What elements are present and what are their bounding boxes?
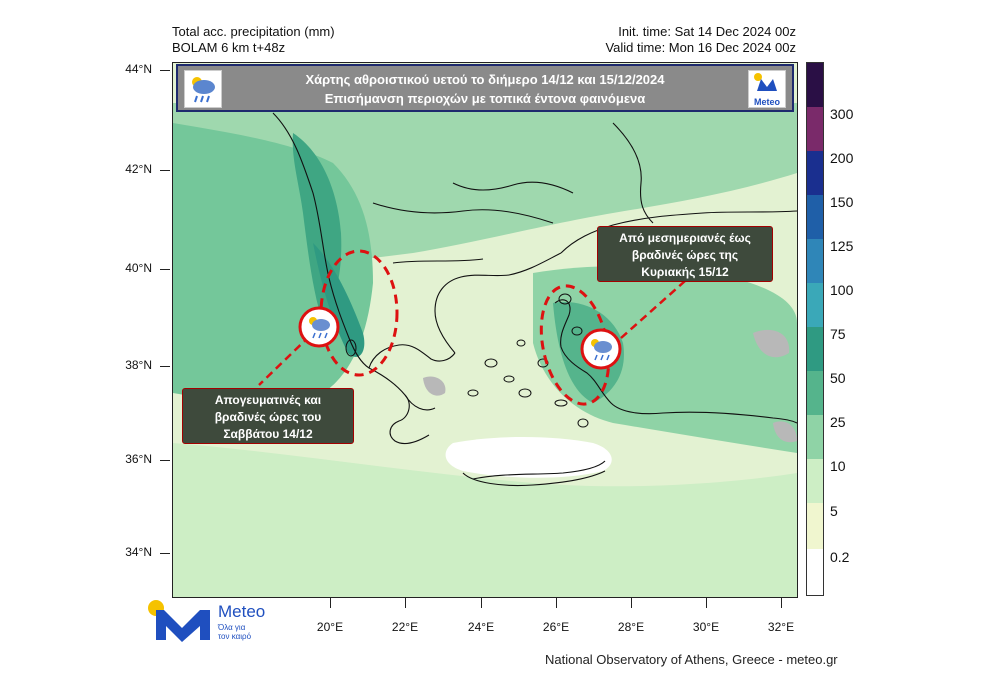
lat-tick [160, 366, 170, 367]
precip-ionian-core [313, 243, 365, 357]
callout-saturday: Απογευματινές και βραδινές ώρες του Σαββ… [182, 388, 354, 444]
meteo-footer-logo: Meteo Όλα για τον καιρό [146, 598, 276, 644]
colorbar-label: 150 [830, 194, 854, 210]
variable-title: Total acc. precipitation (mm) [172, 24, 335, 39]
lon-label: 24°E [467, 620, 495, 634]
colorbar-label: 5 [830, 503, 838, 519]
lat-label: 36°N [125, 452, 152, 466]
terrain-patch [753, 329, 790, 358]
lat-tick [160, 170, 170, 171]
footer-tagline-line: Όλα για [218, 623, 246, 632]
meteo-logo-icon: Meteo [748, 70, 786, 108]
lat-tick [160, 269, 170, 270]
lon-label: 32°E [767, 620, 795, 634]
lon-label: 30°E [692, 620, 720, 634]
lat-tick [160, 460, 170, 461]
colorbar-segment [807, 503, 823, 549]
colorbar-label: 125 [830, 238, 854, 254]
banner-subtitle: Επισήμανση περιοχών με τοπικά έντονα φαι… [324, 91, 646, 106]
lat-label: 40°N [125, 261, 152, 275]
rain-cloud-icon [184, 70, 222, 108]
colorbar-label: 0.2 [830, 549, 850, 565]
storm-marker-east [580, 328, 622, 370]
footer-tagline-line: τον καιρό [218, 632, 252, 641]
colorbar-label: 200 [830, 150, 854, 166]
lat-tick [160, 553, 170, 554]
colorbar-segment [807, 195, 823, 239]
precip-south-band [173, 443, 797, 597]
colorbar-segment [807, 415, 823, 459]
map-canvas [173, 63, 797, 597]
colorbar-label: 300 [830, 106, 854, 122]
colorbar-label: 10 [830, 458, 846, 474]
lon-tick [330, 598, 331, 608]
colorbar-segment [807, 459, 823, 503]
lon-tick [631, 598, 632, 608]
footer-logo-text: Meteo [218, 602, 266, 621]
lat-label: 34°N [125, 545, 152, 559]
callout-line: Απογευματινές και [214, 393, 322, 407]
map-banner: Χάρτης αθροιστικού υετού το διήμερο 14/1… [176, 64, 794, 112]
lon-label: 26°E [542, 620, 570, 634]
lon-tick [405, 598, 406, 608]
colorbar [806, 62, 824, 596]
lon-tick [781, 598, 782, 608]
colorbar-segment [807, 63, 823, 107]
terrain-patch [423, 376, 446, 396]
colorbar-segment [807, 327, 823, 371]
dry-area-crete [445, 437, 612, 478]
terrain-patch [773, 421, 797, 443]
meteo-logo-icon [148, 600, 210, 642]
callout-line: Σαββάτου 14/12 [223, 427, 313, 441]
storm-marker-west [298, 306, 340, 348]
coastlines [272, 112, 797, 486]
islands [345, 293, 589, 428]
lon-label: 22°E [391, 620, 419, 634]
credit-text: National Observatory of Athens, Greece -… [545, 652, 838, 667]
highlight-area-west [319, 249, 399, 377]
colorbar-label: 25 [830, 414, 846, 430]
callout-sunday: Από μεσημεριανές έως βραδινές ώρες της Κ… [597, 226, 773, 282]
header-left: Total acc. precipitation (mm) BOLAM 6 km… [172, 24, 335, 56]
meteo-logo-label: Meteo [753, 97, 780, 107]
lat-tick [160, 70, 170, 71]
lat-label: 42°N [125, 162, 152, 176]
callout-line: Κυριακής 15/12 [641, 265, 729, 279]
colorbar-segment [807, 151, 823, 195]
lon-tick [706, 598, 707, 608]
callout-line: βραδινές ώρες της [631, 248, 739, 262]
colorbar-label: 50 [830, 370, 846, 386]
lat-label: 38°N [125, 358, 152, 372]
header-right: Init. time: Sat 14 Dec 2024 00z Valid ti… [560, 24, 796, 56]
lat-label: 44°N [125, 62, 152, 76]
colorbar-segment [807, 107, 823, 151]
leader-line-east [620, 280, 686, 339]
init-time: Init. time: Sat 14 Dec 2024 00z [618, 24, 796, 39]
colorbar-segment [807, 371, 823, 415]
banner-title: Χάρτης αθροιστικού υετού το διήμερο 14/1… [305, 72, 665, 87]
colorbar-segment [807, 283, 823, 327]
footer-logo-tagline: Όλα για τον καιρό [218, 623, 251, 641]
lon-label: 20°E [316, 620, 344, 634]
colorbar-segment [807, 239, 823, 283]
lon-tick [481, 598, 482, 608]
colorbar-segment [807, 549, 823, 595]
callout-line: βραδινές ώρες του [214, 410, 322, 424]
colorbar-label: 100 [830, 282, 854, 298]
precipitation-map [172, 62, 798, 598]
lon-label: 28°E [617, 620, 645, 634]
colorbar-label: 75 [830, 326, 846, 342]
model-label: BOLAM 6 km t+48z [172, 40, 286, 55]
lon-tick [556, 598, 557, 608]
valid-time: Valid time: Mon 16 Dec 2024 00z [605, 40, 796, 55]
callout-line: Από μεσημεριανές έως [619, 231, 751, 245]
